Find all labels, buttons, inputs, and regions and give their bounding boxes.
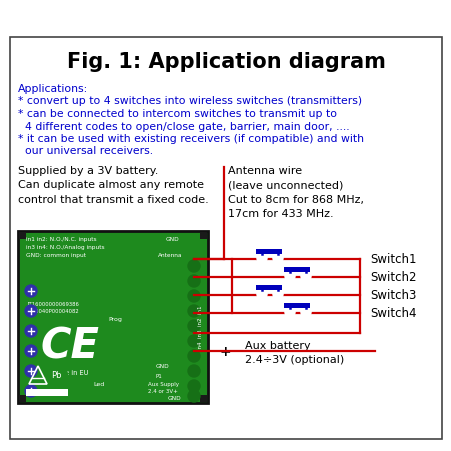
Text: IT16040P00004082: IT16040P00004082: [28, 308, 79, 313]
Text: Led: Led: [93, 381, 104, 386]
Circle shape: [25, 305, 37, 318]
Text: Aux battery
2.4÷3V (optional): Aux battery 2.4÷3V (optional): [244, 340, 344, 364]
Circle shape: [25, 325, 37, 337]
Circle shape: [25, 345, 37, 357]
Text: P1: P1: [156, 373, 162, 378]
Text: GND: GND: [166, 236, 179, 241]
Text: Antenna wire
(leave unconnected)
Cut to 8cm for 868 MHz,
17cm for 433 MHz.: Antenna wire (leave unconnected) Cut to …: [227, 166, 363, 219]
Text: Antenna: Antenna: [158, 253, 182, 258]
Bar: [10, 38, 441, 439]
Text: Switch2: Switch2: [369, 271, 415, 284]
Circle shape: [45, 364, 67, 386]
Circle shape: [188, 390, 199, 402]
Bar: [19, 395, 26, 402]
Circle shape: [285, 272, 294, 281]
Text: Applications:: Applications:: [18, 84, 88, 94]
Text: in3 in4: N.O./Analog inputs: in3 in4: N.O./Analog inputs: [26, 244, 104, 249]
Circle shape: [188, 335, 199, 347]
Circle shape: [25, 285, 37, 297]
Text: -: -: [220, 327, 224, 340]
Text: GND: common input: GND: common input: [26, 253, 86, 258]
Bar: [19, 232, 26, 239]
Text: Fig. 1: Application diagram: Fig. 1: Application diagram: [66, 52, 385, 72]
Circle shape: [188, 350, 199, 362]
Text: +: +: [220, 344, 231, 358]
Text: in1 in2: N.O./N.C. inputs: in1 in2: N.O./N.C. inputs: [26, 236, 97, 241]
Circle shape: [25, 365, 37, 377]
Circle shape: [188, 320, 199, 332]
Circle shape: [301, 272, 310, 281]
Circle shape: [257, 254, 266, 263]
Circle shape: [25, 385, 37, 397]
Bar: [199, 395, 207, 402]
Text: Aux Supply: Aux Supply: [147, 381, 179, 386]
Text: Switch1: Switch1: [369, 253, 415, 266]
Text: * it can be used with existing receivers (if compatible) and with: * it can be used with existing receivers…: [18, 133, 363, 144]
Bar: [18, 231, 207, 403]
Circle shape: [285, 308, 294, 317]
Text: IT16000000069386: IT16000000069386: [28, 301, 80, 306]
Text: Pb: Pb: [51, 371, 61, 380]
Text: * can be connected to intercom switches to transmit up to: * can be connected to intercom switches …: [18, 109, 336, 119]
Circle shape: [188, 290, 199, 302]
Circle shape: [188, 380, 199, 392]
Text: our universal receivers.: our universal receivers.: [18, 146, 153, 156]
Text: * convert up to 4 switches into wireless switches (transmitters): * convert up to 4 switches into wireless…: [18, 96, 361, 106]
Bar: [255, 285, 281, 290]
Text: 4 different codes to open/close gate, barrier, main door, ....: 4 different codes to open/close gate, ba…: [18, 121, 349, 131]
Bar: [255, 249, 281, 254]
Text: Made in EU: Made in EU: [51, 369, 88, 375]
Text: Prog: Prog: [108, 316, 122, 321]
Bar: [283, 267, 309, 272]
Bar: [283, 304, 309, 308]
Text: in4  in3  in2  in1: in4 in3 in2 in1: [198, 305, 203, 350]
Bar: [26, 389, 68, 396]
Text: CE: CE: [41, 325, 99, 367]
Circle shape: [188, 365, 199, 377]
Circle shape: [188, 260, 199, 272]
Text: Supplied by a 3V battery.
Can duplicate almost any remote
control that transmit : Supplied by a 3V battery. Can duplicate …: [18, 166, 208, 204]
Circle shape: [257, 290, 266, 299]
Text: Switch4: Switch4: [369, 307, 415, 320]
Text: Switch3: Switch3: [369, 289, 415, 302]
Bar: [199, 232, 207, 239]
Circle shape: [301, 308, 310, 317]
Circle shape: [273, 254, 282, 263]
Text: GND: GND: [168, 395, 181, 400]
Circle shape: [188, 276, 199, 287]
Circle shape: [273, 290, 282, 299]
Text: GND: GND: [156, 363, 169, 368]
Text: 2.4 or 3V+: 2.4 or 3V+: [147, 388, 178, 393]
Circle shape: [188, 305, 199, 318]
